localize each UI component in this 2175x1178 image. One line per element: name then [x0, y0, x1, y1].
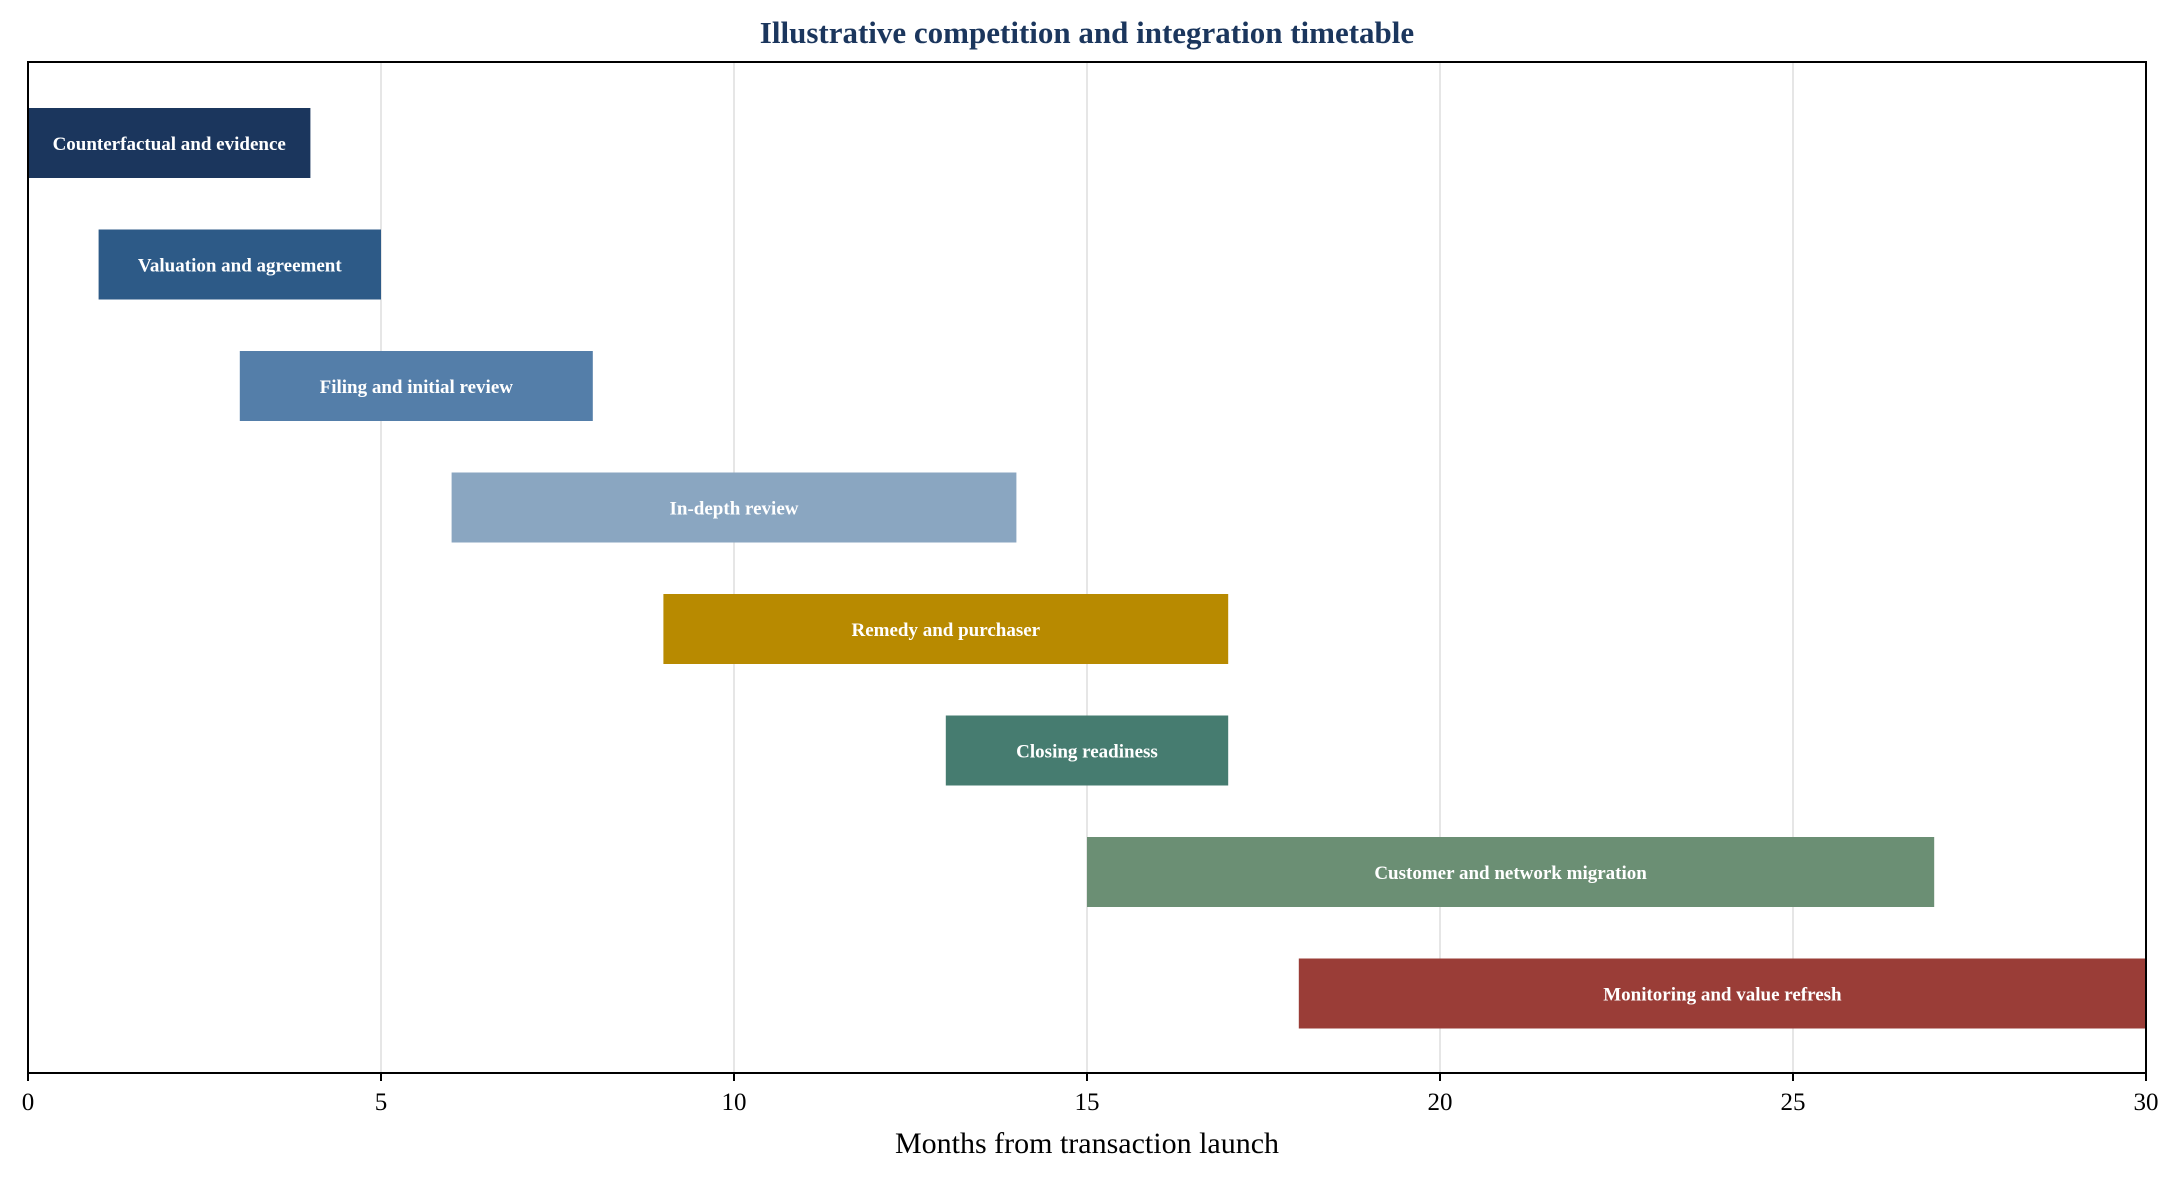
task-bar-label: Monitoring and value refresh [1603, 985, 1842, 1006]
task-bar-label: Valuation and agreement [138, 256, 342, 277]
task-bar [239, 351, 593, 421]
task-bar [1298, 958, 2146, 1029]
task-bar-label: In-depth review [670, 499, 799, 520]
x-axis-label: Months from transaction launch [895, 1127, 1279, 1160]
x-tick-label: 25 [1781, 1089, 1806, 1116]
x-tick-label: 30 [2134, 1089, 2159, 1116]
task-bar-label: Closing readiness [1016, 742, 1158, 763]
gridlines [380, 62, 1794, 1073]
task-bar [451, 472, 1017, 543]
task-bar [98, 229, 381, 300]
x-tick-label: 20 [1428, 1089, 1453, 1116]
task-bar-label: Customer and network migration [1374, 863, 1647, 884]
task-bar-label: Remedy and purchaser [851, 620, 1040, 641]
x-tick-label: 15 [1075, 1089, 1100, 1116]
chart-title: Illustrative competition and integration… [760, 15, 1414, 50]
task-bar-label: Filing and initial review [320, 377, 514, 398]
task-bar [945, 715, 1229, 786]
task-bar [663, 594, 1229, 664]
task-bar [28, 108, 311, 178]
task-bar [1087, 837, 1935, 907]
x-axis-ticks: 0 5 10 15 20 25 30 [22, 1073, 2159, 1116]
task-bars: Counterfactual and evidence Valuation and… [28, 108, 2146, 1029]
task-bar-label: Counterfactual and evidence [53, 134, 286, 155]
x-tick-label: 0 [22, 1089, 35, 1116]
x-tick-label: 5 [375, 1089, 388, 1116]
x-tick-label: 10 [722, 1089, 747, 1116]
